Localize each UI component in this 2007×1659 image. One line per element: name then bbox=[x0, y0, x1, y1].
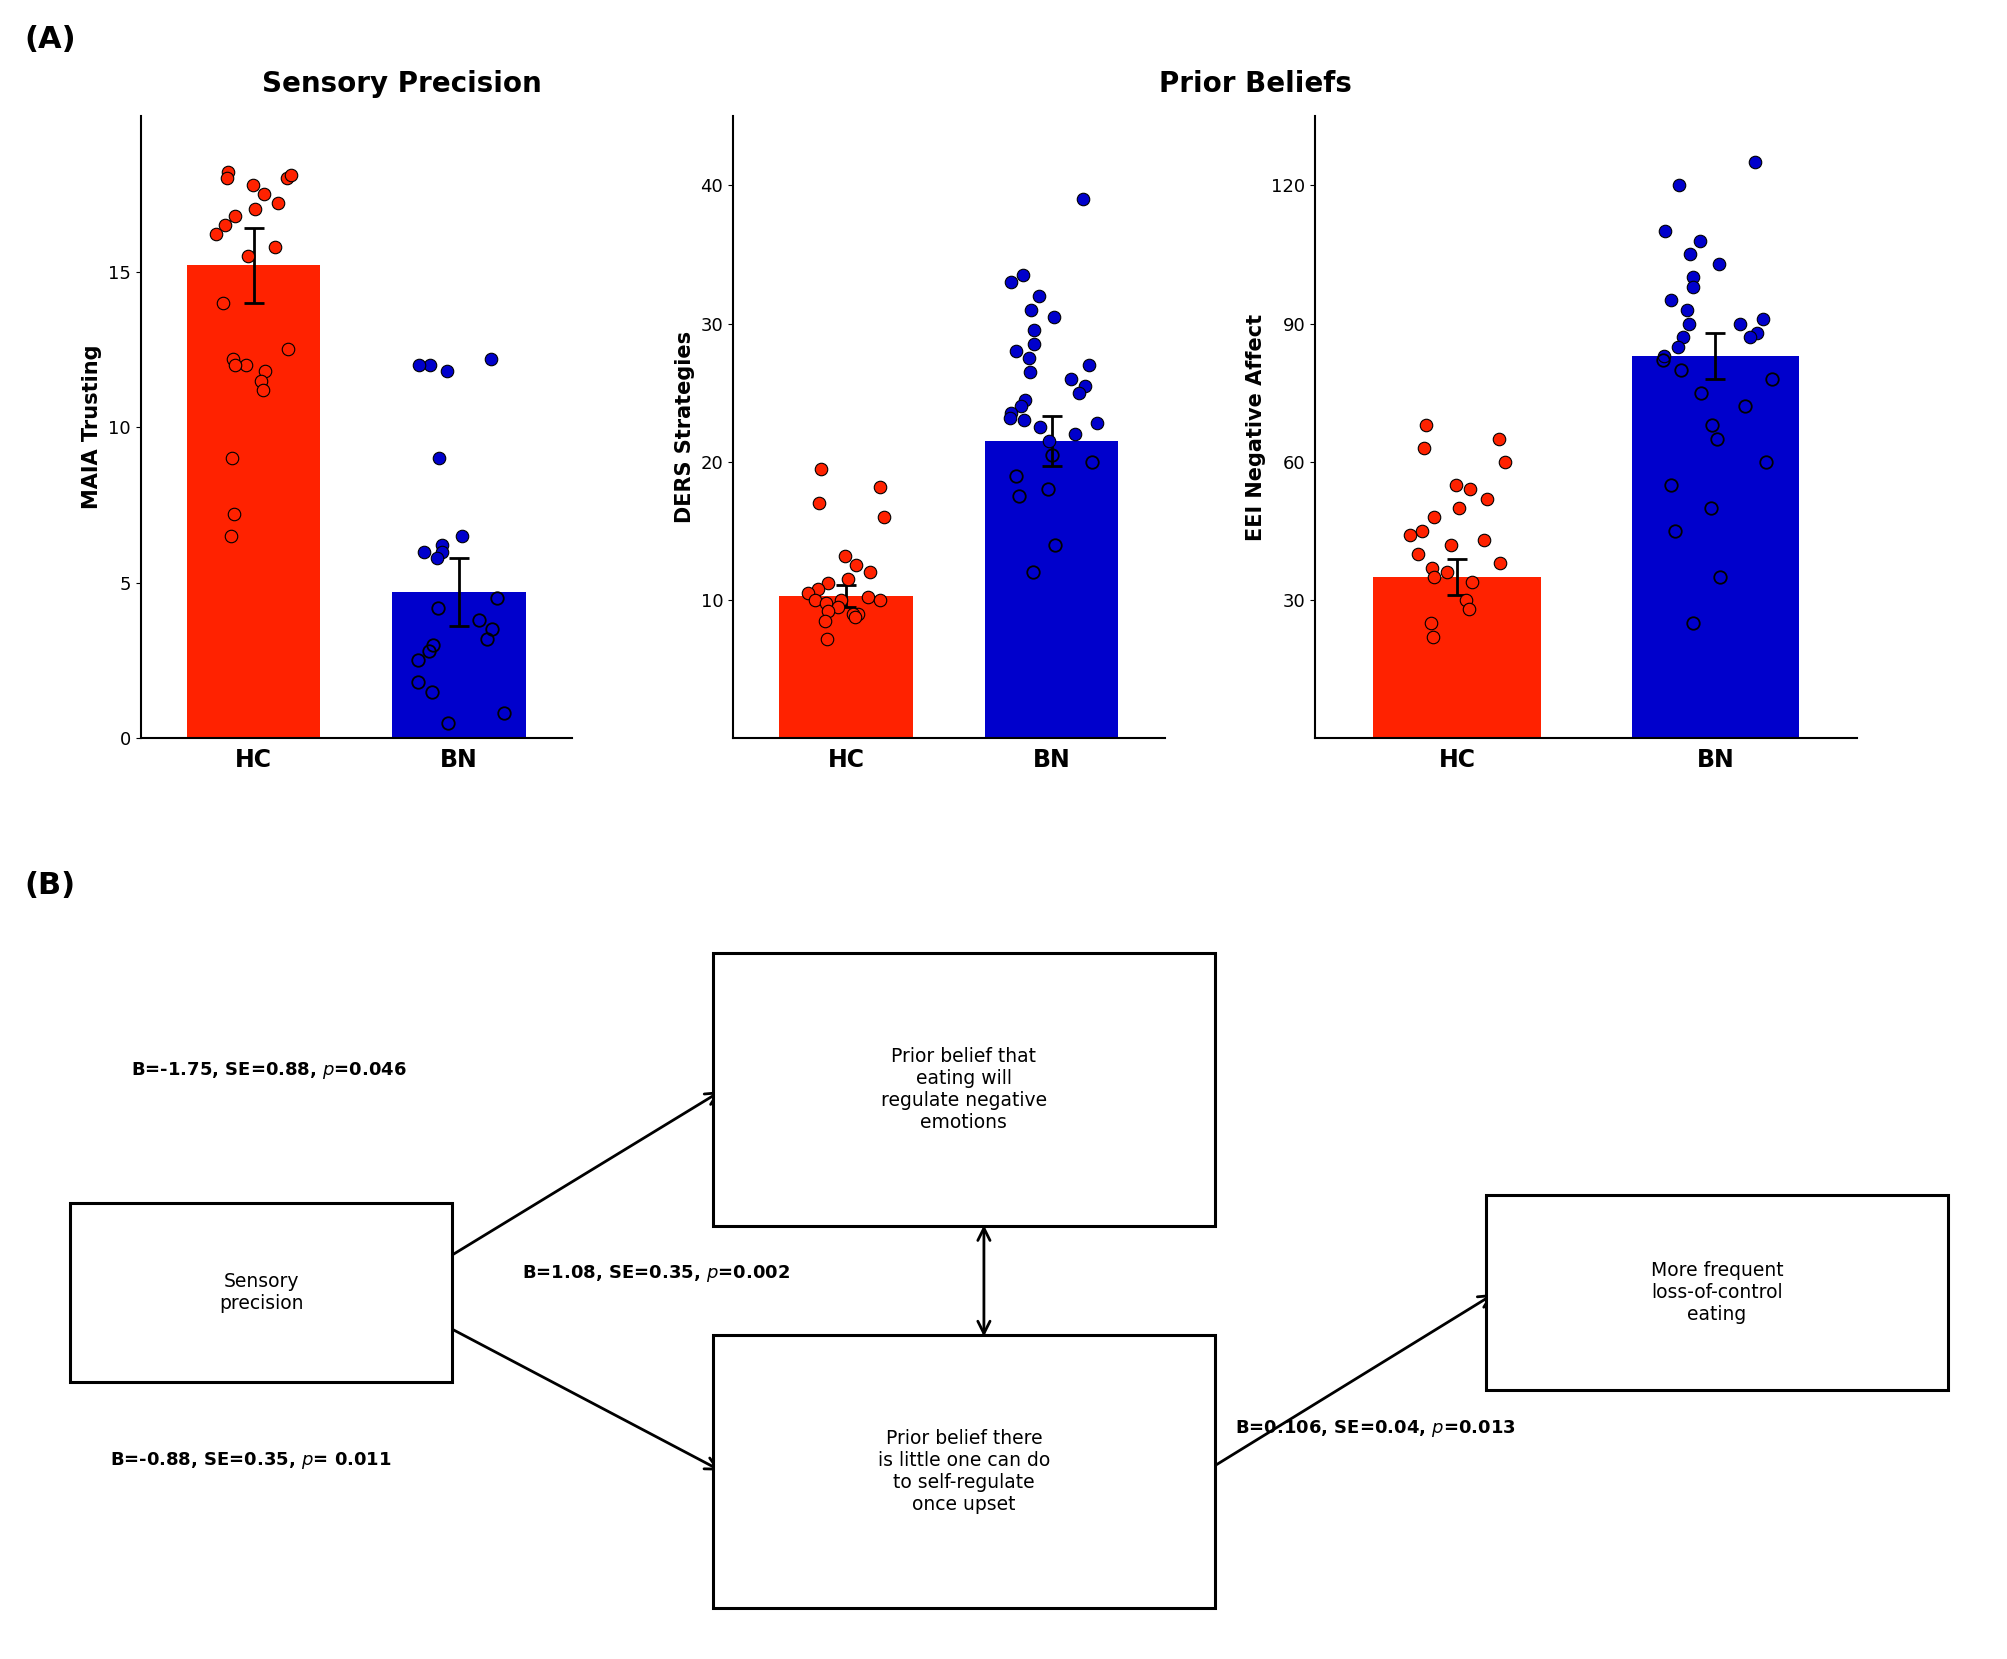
Bar bbox=[779, 596, 913, 738]
Bar bbox=[983, 441, 1118, 738]
Bar bbox=[187, 265, 321, 738]
Text: More frequent
loss-of-control
eating: More frequent loss-of-control eating bbox=[1650, 1261, 1782, 1324]
Text: B=1.08, SE=0.35, $\it{p}$=0.002: B=1.08, SE=0.35, $\it{p}$=0.002 bbox=[522, 1262, 789, 1284]
Text: (B): (B) bbox=[24, 871, 74, 899]
Text: Prior Beliefs: Prior Beliefs bbox=[1158, 70, 1351, 98]
Bar bbox=[1632, 355, 1798, 738]
Text: (A): (A) bbox=[24, 25, 76, 53]
FancyBboxPatch shape bbox=[1485, 1194, 1947, 1390]
Text: B=0.106, SE=0.04, $\it{p}$=0.013: B=0.106, SE=0.04, $\it{p}$=0.013 bbox=[1234, 1418, 1515, 1440]
FancyBboxPatch shape bbox=[712, 1335, 1214, 1608]
Text: B=-0.88, SE=0.35, $\it{p}$= 0.011: B=-0.88, SE=0.35, $\it{p}$= 0.011 bbox=[110, 1450, 391, 1470]
Y-axis label: DERS Strategies: DERS Strategies bbox=[674, 332, 694, 523]
FancyBboxPatch shape bbox=[70, 1203, 452, 1382]
Y-axis label: EEI Negative Affect: EEI Negative Affect bbox=[1244, 314, 1264, 541]
Text: Sensory
precision: Sensory precision bbox=[219, 1272, 303, 1312]
FancyBboxPatch shape bbox=[712, 954, 1214, 1226]
Text: B=-1.75, SE=0.88, $\it{p}$=0.046: B=-1.75, SE=0.88, $\it{p}$=0.046 bbox=[130, 1060, 405, 1080]
Bar bbox=[391, 592, 526, 738]
Text: Prior belief that
eating will
regulate negative
emotions: Prior belief that eating will regulate n… bbox=[881, 1047, 1046, 1133]
Y-axis label: MAIA Trusting: MAIA Trusting bbox=[82, 345, 102, 509]
Text: Prior belief there
is little one can do
to self-regulate
once upset: Prior belief there is little one can do … bbox=[877, 1430, 1050, 1515]
Bar bbox=[1373, 577, 1541, 738]
Text: Sensory Precision: Sensory Precision bbox=[261, 70, 542, 98]
